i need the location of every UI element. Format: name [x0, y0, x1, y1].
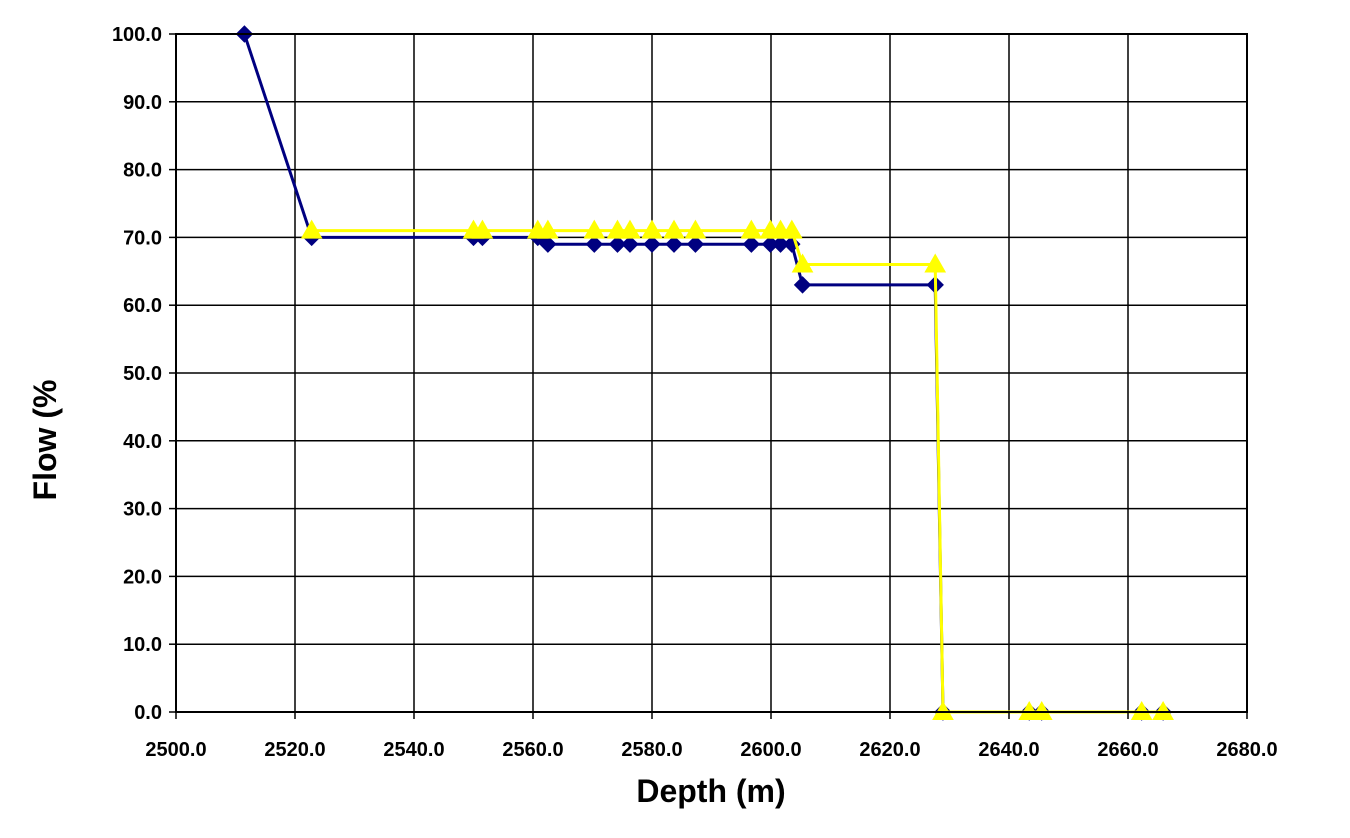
x-tick-label: 2600.0 — [740, 739, 801, 761]
y-tick-label: 50.0 — [123, 363, 162, 385]
axes: 0.0 10.0 20.0 30.0 40.0 50.0 60.0 70.0 80.0 90.0 1… — [112, 24, 1278, 761]
x-tick-label: 2540.0 — [383, 739, 444, 761]
x-tick-label: 2580.0 — [621, 739, 682, 761]
data-point-diamond — [643, 235, 661, 253]
data-point-diamond — [686, 235, 705, 253]
y-tick-label: 70.0 — [123, 227, 162, 249]
data-point-triangle — [791, 253, 814, 273]
data-point-diamond — [608, 235, 627, 253]
series-line — [311, 229, 1164, 714]
x-axis-title: Depth (m) — [636, 773, 785, 809]
y-tick-label: 20.0 — [123, 566, 162, 588]
x-tick-label: 2640.0 — [978, 739, 1039, 761]
data-point-triangle — [780, 219, 803, 239]
data-point-diamond — [665, 235, 683, 253]
x-tick-label: 2520.0 — [264, 739, 325, 761]
data-point-triangle — [1130, 700, 1153, 720]
y-tick-label: 10.0 — [123, 634, 162, 656]
data-point-triangle — [663, 219, 685, 239]
data-point-triangle — [924, 253, 947, 273]
data-point-triangle — [1152, 700, 1174, 720]
data-point-triangle — [641, 219, 663, 239]
data-point-triangle — [1030, 700, 1053, 720]
y-tick-label: 0.0 — [134, 702, 162, 724]
y-tick-label: 30.0 — [123, 499, 162, 521]
data-point-diamond — [585, 235, 603, 253]
data-point-diamond — [793, 276, 812, 294]
data-point-diamond — [621, 235, 639, 253]
y-tick-label: 60.0 — [123, 295, 162, 317]
data-point-diamond — [539, 235, 557, 253]
y-tick-label: 40.0 — [123, 431, 162, 453]
y-tick-label: 90.0 — [123, 92, 162, 114]
y-axis-title: Flow (% — [27, 380, 63, 501]
data-point-triangle — [471, 219, 494, 239]
x-tick-label: 2500.0 — [145, 739, 206, 761]
data-point-triangle — [684, 219, 707, 239]
grid — [175, 33, 1248, 713]
x-tick-label: 2620.0 — [859, 739, 920, 761]
data-point-triangle — [300, 219, 323, 239]
data-point-triangle — [583, 219, 606, 239]
y-tick-label: 80.0 — [123, 160, 162, 182]
data-point-diamond — [742, 235, 761, 253]
data-point-triangle — [932, 700, 954, 720]
x-tick-label: 2660.0 — [1097, 739, 1158, 761]
data-point-triangle — [537, 219, 559, 239]
y-tick-label: 100.0 — [112, 24, 162, 46]
data-point-triangle — [619, 219, 641, 239]
x-tick-label: 2560.0 — [502, 739, 563, 761]
data-point-triangle — [740, 219, 763, 239]
x-tick-label: 2680.0 — [1216, 739, 1277, 761]
